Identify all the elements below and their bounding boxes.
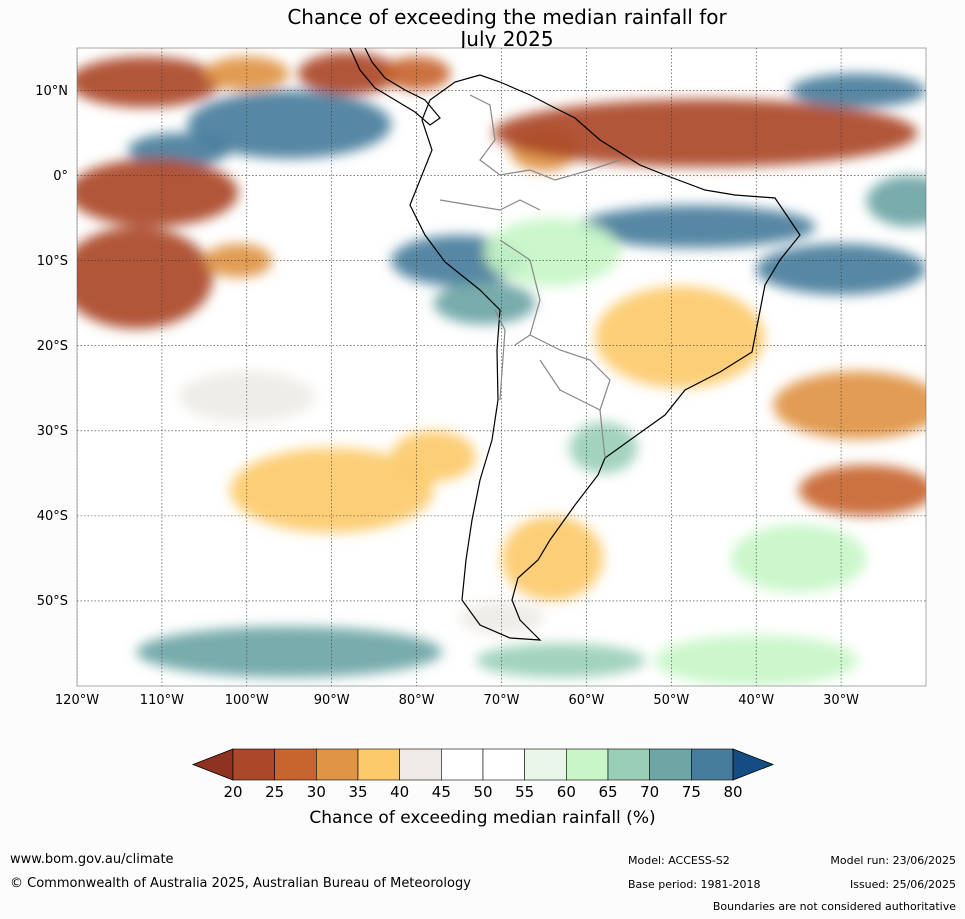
colorbar-segment [316,748,359,781]
colorbar-segment [566,748,609,781]
rainfall-region [77,158,239,227]
longitude-label: 40°W [738,693,775,708]
colorbar-tick-label: 60 [556,783,576,801]
map-title-line1: Chance of exceeding the median rainfall … [287,5,727,29]
latitude-label: 50°S [36,593,68,609]
colorbar-segment [649,748,692,781]
longitude-label: 100°W [224,693,269,708]
colorbar-tick-label: 45 [431,783,451,801]
rainfall-region [136,626,443,678]
rainfall-region [476,643,646,678]
longitude-label: 80°W [398,693,435,708]
latitude-label: 20°S [36,338,68,354]
colorbar-tick-label: 40 [390,783,410,801]
longitude-label: 110°W [139,693,184,708]
colorbar-high-extend [732,748,775,781]
colorbar-tick-label: 25 [265,783,285,801]
latitude-label: 30°S [36,423,68,439]
map-graticule [77,48,926,686]
latitude-label: 0° [53,168,68,184]
longitude-label: 30°W [823,693,860,708]
colorbar-tick-label: 30 [306,783,326,801]
central-america-coastline [349,48,441,126]
colorbar-tick-label: 70 [640,783,660,801]
longitude-label: 90°W [313,693,350,708]
country-borders [439,94,621,459]
colorbar-tick-label: 55 [515,783,535,801]
longitude-label: 120°W [54,693,100,708]
rainfall-region [178,371,315,423]
rainfall-region [391,430,477,482]
colorbar-segment [607,748,650,781]
colorbar [191,748,775,781]
rainfall-region [433,281,536,325]
colorbar-low-extend [191,748,234,781]
colorbar-segment [524,748,567,781]
latitude-label: 10°N [35,83,68,99]
rainfall-region [77,226,213,329]
boundaries-disclaimer: Boundaries are not considered authoritat… [712,900,956,913]
colorbar-segment [482,748,525,781]
model-run-date: Model run: 23/06/2025 [830,854,956,867]
colorbar-tick-label: 20 [223,783,243,801]
rainfall-region [594,286,765,389]
colorbar-tick-label: 80 [723,783,743,801]
rainfall-region [297,52,400,95]
base-period-info: Base period: 1981-2018 [628,878,761,891]
rainfall-region [459,600,544,635]
colorbar-segment [357,748,400,781]
rainfall-region [730,524,867,593]
copyright-notice: © Commonwealth of Australia 2025, Austra… [10,876,471,891]
rainfall-region [866,175,926,227]
colorbar-segment [691,748,734,781]
map-title-line2: July 2025 [460,27,554,51]
rainfall-region [187,90,392,159]
rainfall-region [501,515,604,601]
site-url[interactable]: www.bom.gov.au/climate [10,852,174,867]
latitude-label: 10°S [36,253,68,269]
rainfall-region [493,99,918,168]
colorbar-tick-label: 35 [348,783,368,801]
colorbar-tick-label: 75 [681,783,701,801]
colorbar-label: Chance of exceeding median rainfall (%) [309,808,656,828]
longitude-label: 70°W [483,693,520,708]
rainfall-region [773,371,926,440]
colorbar-segment [232,748,275,781]
rainfall-region [484,218,621,287]
colorbar-segment [441,748,484,781]
model-info: Model: ACCESS-S2 [628,854,730,867]
colorbar-tick-label: 50 [473,783,493,801]
longitude-label: 50°W [653,693,690,708]
colorbar-tick-label: 65 [598,783,618,801]
colorbar-segment [274,748,317,781]
rainfall-region [654,634,859,686]
longitude-label: 60°W [568,693,605,708]
rainfall-region [798,464,926,516]
rainfall-region [127,133,230,168]
colorbar-segment [399,748,442,781]
issued-date: Issued: 25/06/2025 [849,878,956,891]
south-america-coastline [409,74,801,641]
rainfall-region [77,56,222,108]
latitude-label: 40°S [36,508,68,524]
map-frame [76,47,927,687]
